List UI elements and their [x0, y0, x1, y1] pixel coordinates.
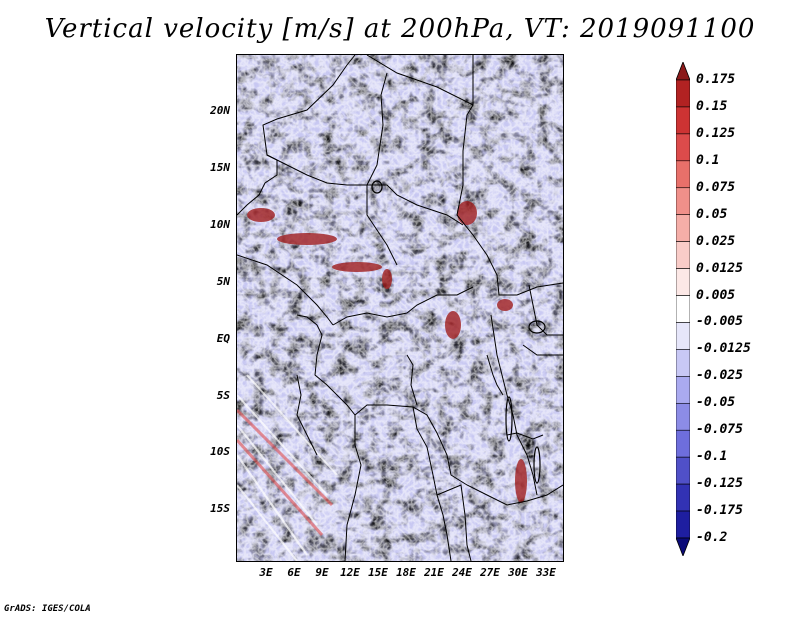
lon-label: 6E	[287, 566, 301, 579]
colorbar-label: 0.1	[696, 152, 720, 168]
colorbar-segment	[676, 376, 690, 404]
colorbar-label: 0.175	[696, 72, 736, 87]
colorbar-label: 0.15	[696, 98, 728, 114]
lon-label: 24E	[452, 566, 472, 579]
lon-label: 12E	[340, 566, 360, 579]
lon-label: 33E	[536, 566, 556, 579]
velocity-map	[236, 54, 564, 562]
colorbar-segment	[676, 295, 690, 323]
colorbar-label: -0.1	[696, 449, 728, 465]
ocean-streaks	[237, 374, 338, 561]
colorbar-segment	[676, 510, 690, 539]
colorbar-label: -0.0125	[696, 341, 751, 357]
colorbar-label: -0.125	[696, 476, 743, 492]
country-borders	[237, 55, 563, 561]
lakes	[371, 180, 546, 484]
map-title: Vertical velocity [m/s] at 200hPa, VT: 2…	[44, 14, 756, 44]
lon-label: 21E	[424, 566, 444, 579]
colorbar-label: 0.075	[696, 179, 736, 195]
colorbar-segment	[676, 106, 690, 135]
lon-label: 3E	[259, 566, 273, 579]
colorbar-label: 0.05	[696, 206, 728, 222]
colorbar-segment	[676, 268, 690, 296]
colorbar-label: 0.025	[696, 233, 736, 249]
colorbar-label: -0.075	[696, 422, 743, 438]
lat-label: EQ	[216, 332, 230, 345]
lon-label: 30E	[508, 566, 528, 579]
lat-label: 15N	[210, 161, 230, 174]
colorbar-segment	[676, 483, 690, 512]
colorbar-segment	[676, 456, 690, 485]
colorbar-segment	[676, 79, 690, 108]
colorbar-label: -0.005	[696, 314, 743, 330]
colorbar-label: -0.2	[696, 530, 728, 545]
lat-label: 5N	[216, 275, 230, 288]
colorbar-segment	[676, 402, 690, 431]
lat-label: 5S	[216, 389, 230, 402]
colorbar-segment	[676, 214, 690, 242]
colorbar-label: -0.05	[696, 395, 736, 411]
lat-label: 15S	[210, 502, 230, 515]
lon-label: 27E	[480, 566, 500, 579]
lat-label: 20N	[210, 104, 230, 117]
colorbar	[676, 62, 690, 556]
convective-cells	[247, 201, 527, 503]
colorbar-label: 0.125	[696, 125, 736, 141]
lon-label: 9E	[315, 566, 329, 579]
colorbar-segment	[676, 133, 690, 162]
colorbar-segment	[676, 187, 690, 216]
colorbar-label: 0.0125	[696, 260, 743, 276]
lat-label: 10N	[210, 218, 230, 231]
colorbar-min-arrow	[676, 537, 690, 556]
colorbar-segment	[676, 322, 690, 350]
colorbar-max-arrow	[676, 62, 690, 81]
lon-label: 18E	[396, 566, 416, 579]
colorbar-segment	[676, 349, 690, 377]
lat-label: 10S	[210, 445, 230, 458]
colorbar-segment	[676, 160, 690, 189]
colorbar-label: -0.025	[696, 368, 743, 384]
lon-label: 15E	[368, 566, 388, 579]
colorbar-label: 0.005	[696, 287, 736, 303]
colorbar-label: -0.175	[696, 503, 743, 519]
colorbar-segment	[676, 241, 690, 269]
footer-credit: GrADS: IGES/COLA	[4, 604, 91, 614]
colorbar-segment	[676, 429, 690, 458]
